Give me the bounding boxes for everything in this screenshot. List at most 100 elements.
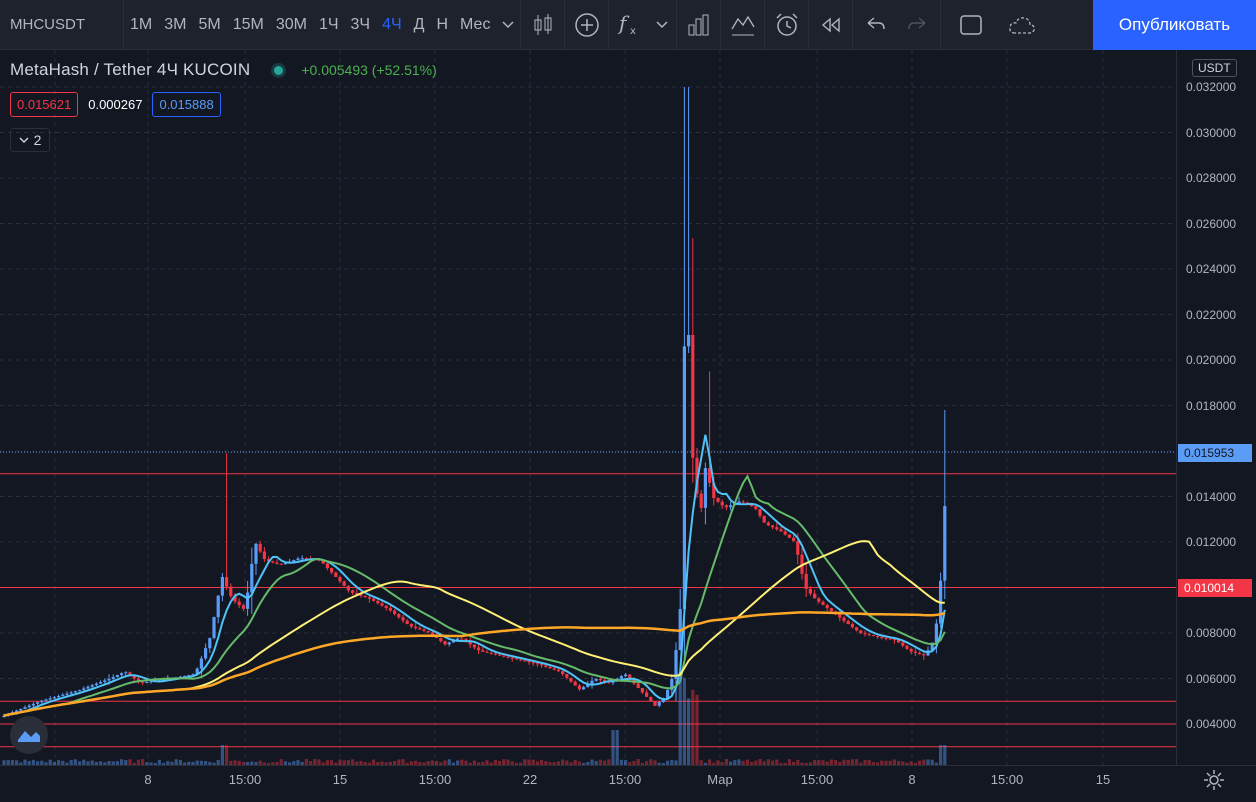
interval-week[interactable]: Н: [436, 15, 449, 33]
settings-icon[interactable]: [1203, 769, 1225, 791]
interval-4h[interactable]: 4Ч: [382, 15, 402, 33]
volume-bar: [519, 762, 523, 765]
volume-bar: [535, 761, 539, 765]
volume-bar: [132, 762, 136, 765]
time-axis[interactable]: [0, 765, 1256, 802]
interval-month[interactable]: Мес: [460, 15, 491, 33]
volume-bar: [388, 761, 392, 765]
interval-15m[interactable]: 15M: [232, 15, 264, 33]
volume-bar: [523, 759, 527, 765]
volume-bar: [115, 761, 119, 765]
candle-body: [65, 693, 69, 695]
candles-icon[interactable]: [520, 0, 564, 50]
candle-body: [15, 710, 19, 713]
candle-body: [342, 581, 346, 586]
candle-body: [393, 610, 397, 614]
candle-body: [220, 577, 224, 596]
volume-bar: [334, 762, 338, 765]
candle-body: [111, 677, 115, 679]
volume-bar: [325, 760, 329, 765]
interval-3h[interactable]: 3Ч: [350, 15, 371, 33]
volume-bar: [355, 761, 359, 765]
alert-icon[interactable]: [764, 0, 808, 50]
currency-label[interactable]: USDT: [1192, 59, 1237, 77]
volume-bar: [678, 676, 682, 765]
volume-bar: [330, 760, 334, 765]
symbol-search[interactable]: MHCUSDT: [0, 0, 124, 50]
volume-bar: [926, 759, 930, 765]
add-compare-icon[interactable]: [564, 0, 608, 50]
chevron-down-icon[interactable]: [648, 0, 676, 50]
svg-text:x: x: [630, 26, 636, 37]
candle-body: [216, 595, 220, 618]
cloud-save-icon[interactable]: [1000, 0, 1044, 50]
symbol-title[interactable]: MetaHash / Tether 4Ч KUCOIN: [10, 60, 251, 79]
candle-body: [451, 640, 455, 643]
volume-bar: [703, 762, 707, 765]
time-tick-label: 15: [1095, 772, 1111, 787]
volume-bar: [317, 759, 321, 765]
buy-price-button[interactable]: 0.015888: [152, 92, 221, 117]
volume-bar: [846, 760, 850, 765]
candle-body: [577, 685, 581, 690]
publish-button[interactable]: Опубликовать: [1093, 0, 1256, 50]
time-tick-label: 8: [908, 772, 916, 787]
volume-bar: [44, 762, 48, 765]
volume-bar: [418, 762, 422, 765]
volume-bar: [90, 760, 94, 765]
interval-1h[interactable]: 1Ч: [318, 15, 339, 33]
volume-bar: [204, 761, 208, 765]
volume-bar: [69, 759, 73, 765]
interval-30m[interactable]: 30M: [275, 15, 307, 33]
volume-bar: [745, 759, 749, 765]
volume-bar: [876, 762, 880, 765]
volume-bar: [829, 759, 833, 765]
chevron-down-icon[interactable]: [496, 0, 520, 50]
price-tick-label: 0.028000: [1186, 171, 1237, 185]
interval-day[interactable]: Д: [413, 15, 425, 33]
candle-body: [611, 681, 615, 683]
candle-body: [876, 636, 880, 638]
candle-body: [792, 537, 796, 541]
candle-body: [682, 346, 686, 610]
sell-price-button[interactable]: 0.015621: [10, 92, 79, 117]
candle-body: [145, 682, 149, 684]
volume-bar: [241, 762, 245, 765]
volume-bar: [128, 759, 132, 765]
volume-bar: [103, 762, 107, 765]
chart-layout-icon[interactable]: [720, 0, 764, 50]
volume-bar: [94, 761, 98, 765]
volume-bar: [779, 762, 783, 765]
volume-bar: [65, 762, 69, 765]
redo-icon[interactable]: [896, 0, 940, 50]
indicators-toggle[interactable]: 2: [10, 128, 50, 152]
tradingview-logo-icon[interactable]: [10, 716, 48, 754]
candle-body: [754, 506, 758, 510]
price-chart[interactable]: [0, 50, 1176, 765]
replay-icon[interactable]: [808, 0, 852, 50]
undo-icon[interactable]: [852, 0, 896, 50]
candle-body: [359, 594, 363, 596]
volume-bar: [708, 759, 712, 765]
price-axis[interactable]: [1176, 50, 1256, 765]
interval-1m[interactable]: 1M: [130, 15, 153, 33]
candle-body: [397, 613, 401, 618]
fullscreen-icon[interactable]: [940, 0, 1000, 50]
volume-bar: [859, 762, 863, 765]
interval-3m[interactable]: 3M: [164, 15, 187, 33]
volume-bar: [901, 761, 905, 765]
volume-bar: [61, 760, 65, 765]
candle-body: [808, 588, 812, 594]
templates-icon[interactable]: [676, 0, 720, 50]
candle-body: [73, 691, 77, 693]
volume-bar: [430, 760, 434, 765]
volume-bar: [258, 760, 262, 765]
ma-long-line: [3, 611, 946, 717]
candle-body: [40, 700, 44, 703]
candle-body: [481, 650, 485, 652]
interval-5m[interactable]: 5M: [198, 15, 221, 33]
volume-bar: [296, 760, 300, 765]
volume-bar: [930, 759, 934, 765]
volume-bar: [871, 762, 875, 765]
